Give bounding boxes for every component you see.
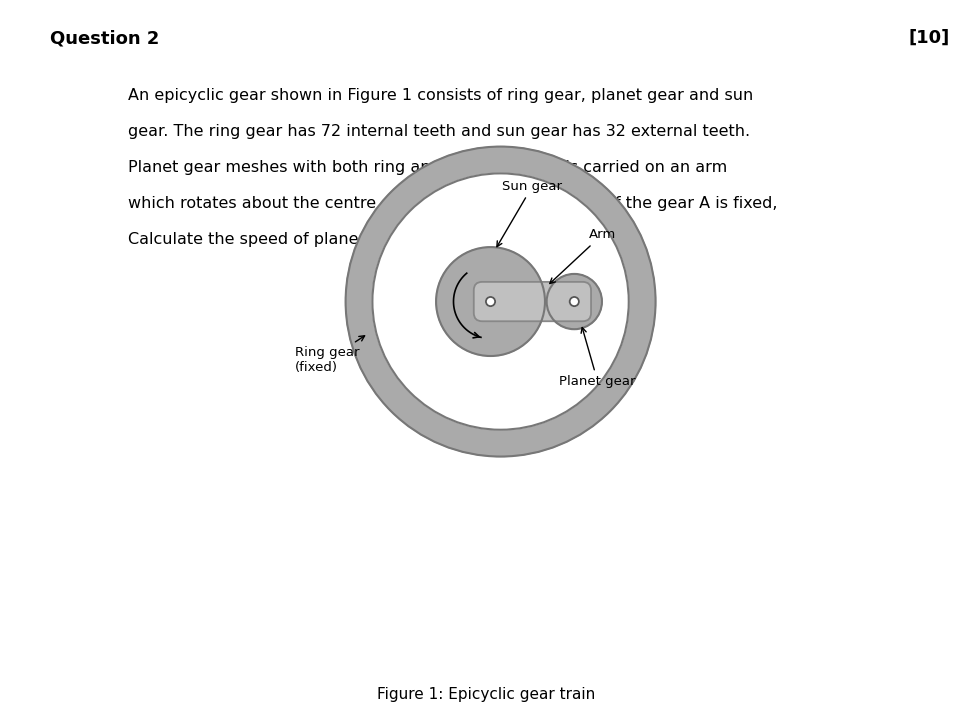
Circle shape xyxy=(436,247,545,356)
Circle shape xyxy=(546,274,602,329)
Text: Calculate the speed of plane gear.: Calculate the speed of plane gear. xyxy=(128,232,404,247)
Text: [10]: [10] xyxy=(909,29,950,47)
Text: Planet gear: Planet gear xyxy=(560,327,636,388)
Text: Ring gear
(fixed): Ring gear (fixed) xyxy=(295,336,364,374)
Text: Question 2: Question 2 xyxy=(50,29,159,47)
Circle shape xyxy=(346,146,655,457)
Text: Sun gear: Sun gear xyxy=(497,180,563,247)
Text: Figure 1: Epicyclic gear train: Figure 1: Epicyclic gear train xyxy=(377,688,595,702)
Text: gear. The ring gear has 72 internal teeth and sun gear has 32 external teeth.: gear. The ring gear has 72 internal teet… xyxy=(128,124,750,139)
Text: Planet gear meshes with both ring and sun gears and is carried on an arm: Planet gear meshes with both ring and su… xyxy=(128,160,727,175)
Circle shape xyxy=(486,297,495,306)
Text: which rotates about the centre of the ring gear at 20 r.p.m. If the gear A is fi: which rotates about the centre of the ri… xyxy=(128,196,778,211)
Circle shape xyxy=(372,173,629,429)
Circle shape xyxy=(570,297,579,306)
Text: Arm: Arm xyxy=(550,228,616,284)
FancyBboxPatch shape xyxy=(473,282,591,321)
Text: An epicyclic gear shown in Figure 1 consists of ring gear, planet gear and sun: An epicyclic gear shown in Figure 1 cons… xyxy=(128,88,753,103)
